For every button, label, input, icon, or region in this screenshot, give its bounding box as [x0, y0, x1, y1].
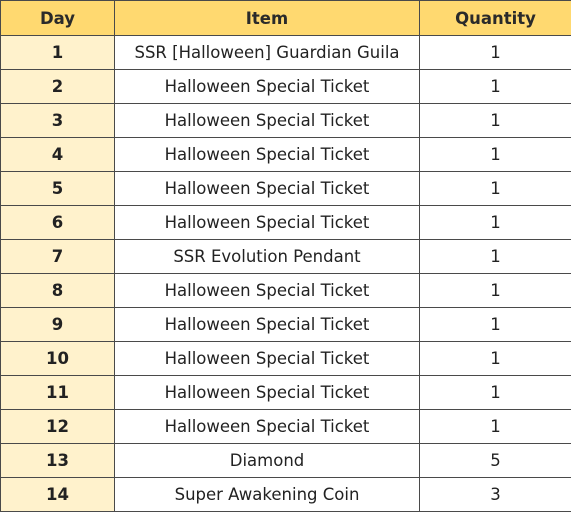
table-row: 12 Halloween Special Ticket 1 — [0, 409, 571, 444]
day-cell: 12 — [0, 409, 115, 444]
item-cell: Halloween Special Ticket — [114, 69, 420, 104]
table-body: 1 SSR [Halloween] Guardian Guila 1 2 Hal… — [0, 35, 571, 512]
quantity-cell: 5 — [419, 443, 571, 478]
table-row: 9 Halloween Special Ticket 1 — [0, 307, 571, 342]
table-row: 7 SSR Evolution Pendant 1 — [0, 239, 571, 274]
day-cell: 10 — [0, 341, 115, 376]
header-item: Item — [114, 0, 420, 36]
day-cell: 9 — [0, 307, 115, 342]
item-cell: Halloween Special Ticket — [114, 103, 420, 138]
day-cell: 7 — [0, 239, 115, 274]
day-cell: 1 — [0, 35, 115, 70]
day-cell: 8 — [0, 273, 115, 308]
item-cell: Halloween Special Ticket — [114, 171, 420, 206]
quantity-cell: 1 — [419, 171, 571, 206]
day-cell: 3 — [0, 103, 115, 138]
item-cell: Halloween Special Ticket — [114, 341, 420, 376]
item-cell: Halloween Special Ticket — [114, 375, 420, 410]
table-row: 8 Halloween Special Ticket 1 — [0, 273, 571, 308]
table-row: 10 Halloween Special Ticket 1 — [0, 341, 571, 376]
day-cell: 2 — [0, 69, 115, 104]
item-cell: Halloween Special Ticket — [114, 307, 420, 342]
quantity-cell: 1 — [419, 239, 571, 274]
table-row: 2 Halloween Special Ticket 1 — [0, 69, 571, 104]
table-row: 14 Super Awakening Coin 3 — [0, 477, 571, 512]
quantity-cell: 1 — [419, 137, 571, 172]
quantity-cell: 1 — [419, 35, 571, 70]
item-cell: Halloween Special Ticket — [114, 205, 420, 240]
item-cell: Halloween Special Ticket — [114, 273, 420, 308]
item-cell: SSR Evolution Pendant — [114, 239, 420, 274]
header-quantity: Quantity — [419, 0, 571, 36]
table-row: 6 Halloween Special Ticket 1 — [0, 205, 571, 240]
quantity-cell: 3 — [419, 477, 571, 512]
quantity-cell: 1 — [419, 375, 571, 410]
quantity-cell: 1 — [419, 103, 571, 138]
header-row: Day Item Quantity — [0, 0, 571, 36]
table-row: 3 Halloween Special Ticket 1 — [0, 103, 571, 138]
quantity-cell: 1 — [419, 205, 571, 240]
table-row: 13 Diamond 5 — [0, 443, 571, 478]
quantity-cell: 1 — [419, 69, 571, 104]
day-cell: 6 — [0, 205, 115, 240]
table-row: 1 SSR [Halloween] Guardian Guila 1 — [0, 35, 571, 70]
quantity-cell: 1 — [419, 409, 571, 444]
item-cell: Halloween Special Ticket — [114, 409, 420, 444]
item-cell: SSR [Halloween] Guardian Guila — [114, 35, 420, 70]
table-row: 4 Halloween Special Ticket 1 — [0, 137, 571, 172]
header-day: Day — [0, 0, 115, 36]
table-row: 11 Halloween Special Ticket 1 — [0, 375, 571, 410]
quantity-cell: 1 — [419, 273, 571, 308]
item-cell: Halloween Special Ticket — [114, 137, 420, 172]
quantity-cell: 1 — [419, 307, 571, 342]
quantity-cell: 1 — [419, 341, 571, 376]
item-cell: Diamond — [114, 443, 420, 478]
table-header: Day Item Quantity — [0, 0, 571, 36]
item-cell: Super Awakening Coin — [114, 477, 420, 512]
day-cell: 11 — [0, 375, 115, 410]
table-row: 5 Halloween Special Ticket 1 — [0, 171, 571, 206]
day-cell: 13 — [0, 443, 115, 478]
day-cell: 5 — [0, 171, 115, 206]
day-cell: 4 — [0, 137, 115, 172]
day-cell: 14 — [0, 477, 115, 512]
